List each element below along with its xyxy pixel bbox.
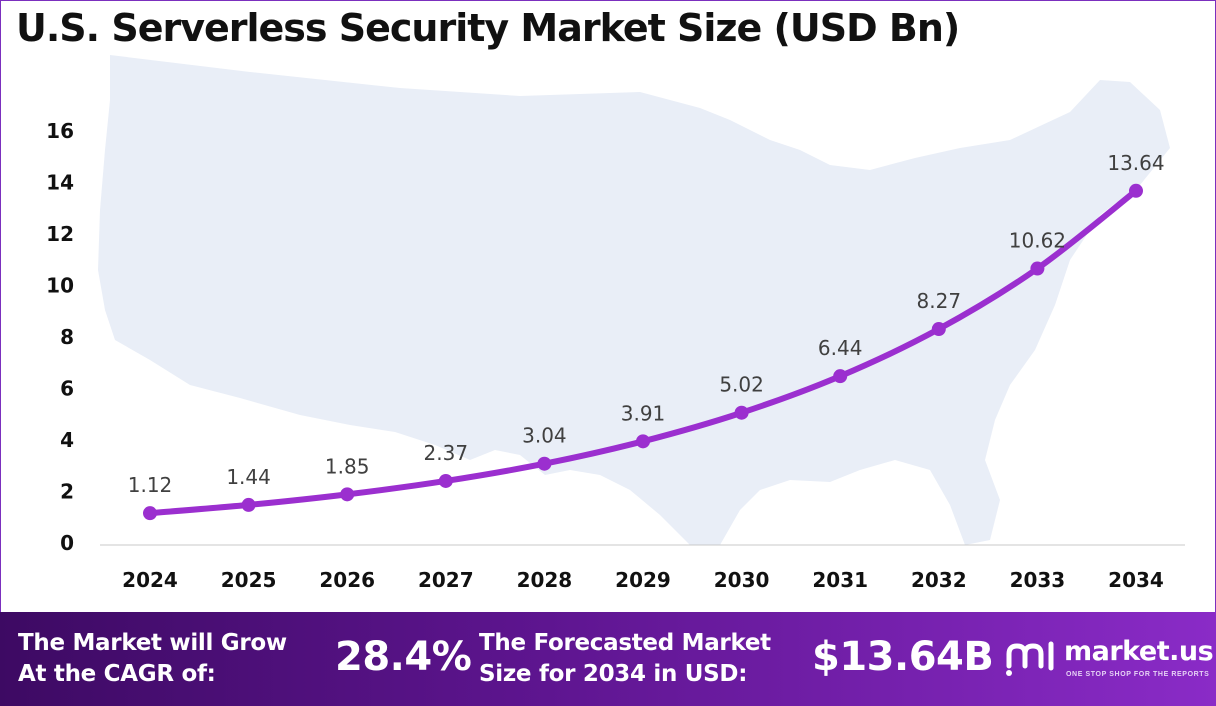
brand-tagline: ONE STOP SHOP FOR THE REPORTS bbox=[1066, 671, 1210, 678]
x-tick-label: 2031 bbox=[812, 568, 868, 592]
cagr-value: 28.4% bbox=[335, 634, 472, 680]
y-axis: 0 2 4 6 8 10 12 14 16 bbox=[46, 119, 74, 555]
y-tick-label: 0 bbox=[60, 531, 74, 555]
data-labels: 1.12 1.44 1.85 2.37 3.04 3.91 5.02 6.44 8.27 10.6… bbox=[128, 151, 1165, 497]
x-tick-label: 2033 bbox=[1010, 568, 1066, 592]
data-point bbox=[931, 322, 946, 337]
brand-name: market.us bbox=[1064, 636, 1214, 667]
data-label: 2.37 bbox=[424, 441, 469, 465]
x-tick-label: 2034 bbox=[1108, 568, 1164, 592]
data-label: 8.27 bbox=[917, 289, 962, 313]
footer-banner: The Market will Grow At the CAGR of: 28.… bbox=[0, 612, 1216, 706]
forecast-value: $13.64B bbox=[812, 634, 994, 680]
x-tick-label: 2027 bbox=[418, 568, 474, 592]
data-label: 1.12 bbox=[128, 473, 173, 497]
cagr-label-line2: At the CAGR of: bbox=[18, 661, 216, 687]
x-tick-label: 2024 bbox=[122, 568, 178, 592]
x-axis: 2024 2025 2026 2027 2028 2029 2030 2031 2032 2033… bbox=[122, 568, 1164, 592]
cagr-label-line1: The Market will Grow bbox=[18, 630, 287, 656]
data-points bbox=[143, 183, 1143, 521]
y-tick-label: 8 bbox=[60, 325, 74, 349]
y-tick-label: 2 bbox=[60, 480, 74, 504]
x-tick-label: 2028 bbox=[517, 568, 573, 592]
data-point bbox=[1129, 183, 1143, 198]
y-tick-label: 16 bbox=[46, 119, 74, 143]
x-tick-label: 2029 bbox=[615, 568, 671, 592]
forecast-label-line2: Size for 2034 in USD: bbox=[479, 661, 748, 687]
data-point bbox=[340, 487, 355, 502]
y-tick-label: 12 bbox=[46, 222, 74, 246]
y-tick-label: 10 bbox=[46, 274, 74, 298]
data-point bbox=[438, 473, 453, 488]
data-label: 6.44 bbox=[818, 336, 863, 360]
data-point bbox=[143, 506, 157, 521]
y-tick-label: 14 bbox=[46, 171, 74, 195]
data-label: 3.04 bbox=[522, 424, 567, 448]
market-us-logo-icon bbox=[1006, 641, 1054, 676]
data-label: 3.91 bbox=[621, 401, 666, 425]
data-point bbox=[1030, 261, 1045, 276]
data-label: 10.62 bbox=[1009, 229, 1066, 253]
data-point bbox=[241, 497, 256, 512]
series-line bbox=[147, 187, 1139, 517]
data-point bbox=[734, 405, 749, 420]
y-tick-label: 4 bbox=[60, 428, 74, 452]
x-tick-label: 2026 bbox=[319, 568, 375, 592]
y-tick-label: 6 bbox=[60, 377, 74, 401]
data-label: 5.02 bbox=[719, 373, 764, 397]
data-point bbox=[636, 434, 650, 449]
usa-map-silhouette bbox=[98, 55, 1170, 545]
x-tick-label: 2030 bbox=[714, 568, 770, 592]
x-tick-label: 2025 bbox=[221, 568, 277, 592]
data-label: 1.44 bbox=[226, 465, 271, 489]
data-point bbox=[833, 369, 848, 384]
data-point bbox=[537, 456, 552, 471]
x-tick-label: 2032 bbox=[911, 568, 967, 592]
forecast-label-line1: The Forecasted Market bbox=[479, 630, 771, 656]
cagr-label: The Market will Grow At the CAGR of: bbox=[18, 628, 287, 690]
forecast-label: The Forecasted Market Size for 2034 in U… bbox=[479, 628, 771, 690]
chart-title: U.S. Serverless Security Market Size (US… bbox=[16, 6, 960, 50]
data-label: 13.64 bbox=[1107, 151, 1164, 175]
data-label: 1.85 bbox=[325, 454, 370, 478]
